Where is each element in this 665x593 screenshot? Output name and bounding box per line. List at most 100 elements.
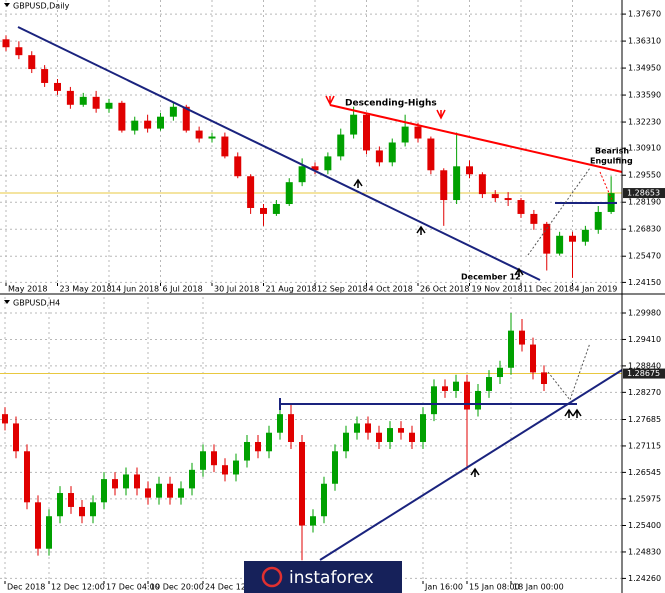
arrow-up [514,267,524,277]
candle-body [414,126,422,139]
candle-body [234,156,242,177]
y-tick-label: 1.25400 [628,521,661,530]
arrow-up [564,408,582,418]
candle-body [195,130,203,139]
trend-line [17,26,541,281]
annotation: December 12 [461,273,521,282]
arrow-down [436,109,446,120]
y-tick-label: 1.27685 [628,415,661,424]
candle-body [299,441,305,526]
candle-body [343,432,349,452]
candle-body [398,428,404,433]
candle-body [169,106,177,117]
watermark-text: instaforex [289,568,374,588]
candle-body [24,451,30,503]
y-tick-label: 1.27115 [628,441,661,450]
candle-body [101,479,107,503]
candle-body [530,344,536,373]
candle-body [131,120,139,131]
candle-body [2,39,10,48]
candle-body [54,82,61,91]
candle-body [144,120,152,129]
y-tick-label: 1.36310 [628,37,661,46]
candle-body [321,483,327,517]
candle-body [569,235,576,242]
candle-body [66,90,74,105]
candle-body [519,330,525,345]
candle-body [208,136,216,139]
candle-body [388,142,396,163]
candle-body [431,386,437,415]
candle-body [255,441,261,452]
x-tick-label: May 2018 [8,285,47,294]
candle-body [200,451,206,470]
x-tick-label: 30 Jul 2018 [214,285,259,294]
x-tick-label: 14 Jun 2018 [111,285,159,294]
arrow-up [353,178,363,188]
y-tick-label: 1.24260 [628,574,661,583]
candle-body [92,96,100,109]
y-tick-label: 1.34950 [628,64,661,73]
candle-body [337,134,345,157]
x-tick-label: 11 Dec 2018 [523,285,574,294]
y-tick-label: 1.25470 [628,252,661,261]
candle-body [134,474,140,489]
candle-body [401,126,409,143]
candle-body [15,47,23,56]
y-tick-label: 1.28190 [628,198,661,207]
y-tick-label: 1.33590 [628,91,661,100]
candle-body [57,493,63,517]
candle-body [266,432,272,452]
x-tick-label: Dec 2018 [7,583,45,592]
candle-body [118,102,126,131]
candle-body [244,441,250,461]
candle-body [556,235,564,254]
candle-body [189,469,195,489]
candle-body [222,465,228,475]
panel-title: GBPUSD,Daily [13,2,70,11]
candle-body [354,423,360,433]
annotation: Descending-Highs [345,99,437,109]
candle-body [233,460,239,475]
x-tick-label: 19 Nov 2018 [472,285,523,294]
candle-body [13,423,19,452]
candle-body [541,372,547,384]
x-tick-label: 18 Jan 00:00 [513,583,564,592]
candle-body [453,381,459,391]
candle-body [41,69,49,83]
last-price-label: 1.28675 [627,369,660,378]
x-tick-label: 21 Aug 2018 [266,285,317,294]
candle-body [466,166,473,175]
arrow-down [325,95,335,106]
projection [599,171,613,201]
candle-body [478,174,486,195]
candle-body [105,102,113,109]
candle-body [543,223,551,254]
y-tick-label: 1.28840 [628,361,661,370]
watermark-box [244,561,402,593]
candle-body [464,381,470,410]
candle-body [442,386,448,391]
candle-body [35,502,41,549]
x-tick-label: 12 Dec 12:00 [51,583,105,592]
watermark: instaforex [244,561,402,593]
y-tick-label: 1.37670 [628,10,661,19]
panel-icon [4,300,10,304]
y-tick-label: 1.29410 [628,335,661,344]
y-tick-label: 1.26545 [628,468,661,477]
trend-line [329,104,623,173]
candle-body [427,138,435,171]
candle-body [145,488,151,498]
candle-body [182,106,190,131]
candle-body [90,502,96,517]
candle-body [247,176,255,208]
last-price-box [623,368,665,379]
candle-body [2,414,8,424]
candle-body [123,474,129,489]
candle-body [156,483,162,498]
candle-body [221,136,229,157]
